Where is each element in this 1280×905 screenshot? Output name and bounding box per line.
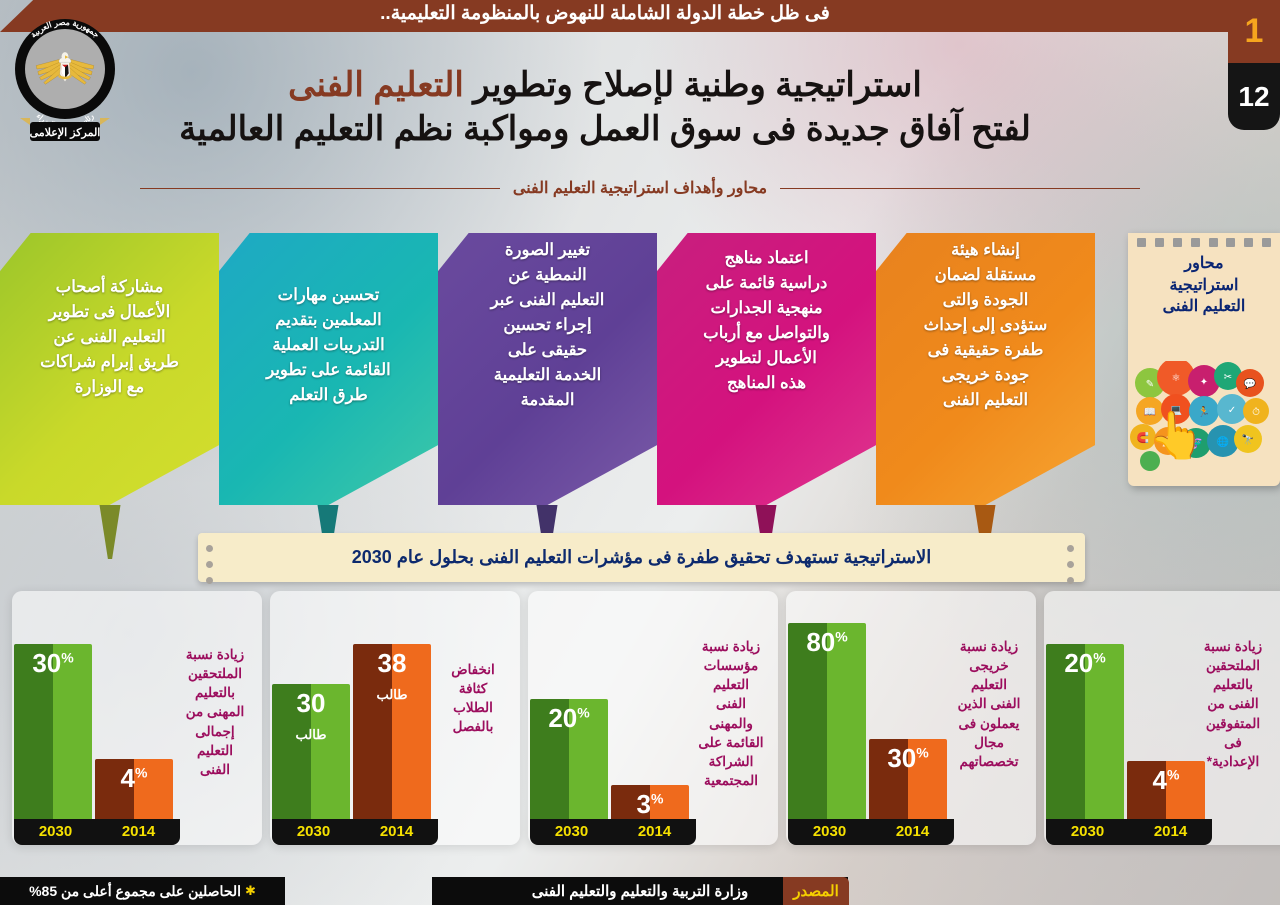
svg-text:المركز الإعلامى: المركز الإعلامى	[30, 127, 101, 140]
svg-text:✓: ✓	[1228, 405, 1236, 416]
svg-text:💬: 💬	[1244, 377, 1257, 390]
svg-text:⏱: ⏱	[1252, 407, 1260, 418]
svg-text:✦: ✦	[1200, 377, 1208, 388]
svg-text:🌐: 🌐	[1217, 435, 1229, 448]
svg-text:✂: ✂	[1224, 372, 1232, 383]
svg-text:✎: ✎	[1146, 379, 1154, 390]
svg-text:⚛: ⚛	[1172, 373, 1181, 384]
svg-text:🔭: 🔭	[1242, 433, 1254, 446]
